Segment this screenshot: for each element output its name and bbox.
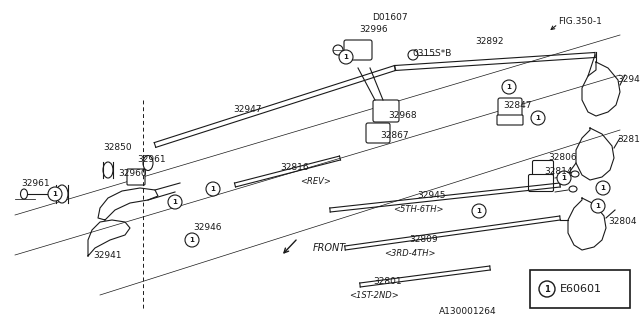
Text: 32968: 32968: [388, 110, 417, 119]
Text: 32945: 32945: [418, 191, 446, 201]
FancyBboxPatch shape: [344, 40, 372, 60]
Ellipse shape: [103, 162, 113, 178]
Text: 32850: 32850: [104, 143, 132, 153]
Text: 32867: 32867: [380, 131, 408, 140]
Circle shape: [591, 199, 605, 213]
Text: 32814: 32814: [544, 167, 573, 177]
Text: 32810: 32810: [617, 135, 640, 145]
FancyBboxPatch shape: [127, 169, 145, 185]
Text: <REV>: <REV>: [301, 177, 332, 186]
Text: <5TH-6TH>: <5TH-6TH>: [393, 205, 444, 214]
Text: 1: 1: [536, 115, 540, 121]
Text: 32941: 32941: [93, 252, 122, 260]
Text: 32804: 32804: [608, 218, 637, 227]
Circle shape: [472, 204, 486, 218]
Text: 32946: 32946: [193, 223, 221, 233]
Ellipse shape: [571, 171, 579, 177]
Circle shape: [339, 50, 353, 64]
FancyBboxPatch shape: [373, 100, 399, 122]
Circle shape: [206, 182, 220, 196]
Ellipse shape: [20, 189, 28, 199]
Text: 32816: 32816: [281, 164, 309, 172]
Text: 1: 1: [596, 203, 600, 209]
Text: 1: 1: [507, 84, 511, 90]
FancyBboxPatch shape: [366, 123, 390, 143]
Text: 32847: 32847: [504, 100, 532, 109]
Text: 1: 1: [477, 208, 481, 214]
Circle shape: [408, 50, 418, 60]
Ellipse shape: [56, 185, 68, 203]
Circle shape: [502, 80, 516, 94]
Text: 32947: 32947: [234, 106, 262, 115]
Text: E60601: E60601: [560, 284, 602, 294]
Text: 32809: 32809: [410, 236, 438, 244]
Text: 1: 1: [561, 175, 566, 181]
Circle shape: [333, 45, 343, 55]
Circle shape: [168, 195, 182, 209]
Text: 32960: 32960: [118, 169, 147, 178]
Text: 32801: 32801: [374, 277, 403, 286]
Text: 32996: 32996: [360, 26, 388, 35]
Circle shape: [539, 281, 555, 297]
FancyBboxPatch shape: [530, 270, 630, 308]
Text: 1: 1: [600, 185, 605, 191]
Text: 1: 1: [211, 186, 216, 192]
Text: <3RD-4TH>: <3RD-4TH>: [384, 250, 436, 259]
Text: D01607: D01607: [372, 13, 408, 22]
Text: 1: 1: [344, 54, 348, 60]
FancyBboxPatch shape: [529, 174, 554, 191]
Circle shape: [185, 233, 199, 247]
Text: 1: 1: [544, 284, 550, 293]
Text: 32961: 32961: [138, 156, 166, 164]
Text: 0315S*B: 0315S*B: [412, 49, 452, 58]
FancyBboxPatch shape: [532, 161, 554, 175]
Text: A130001264: A130001264: [439, 308, 497, 316]
Ellipse shape: [143, 156, 153, 171]
Text: <1ST-2ND>: <1ST-2ND>: [349, 291, 399, 300]
Ellipse shape: [569, 186, 577, 192]
Text: 32806: 32806: [548, 154, 577, 163]
Text: 1: 1: [173, 199, 177, 205]
FancyBboxPatch shape: [497, 115, 523, 125]
Circle shape: [531, 111, 545, 125]
Circle shape: [557, 171, 571, 185]
Text: 1: 1: [189, 237, 195, 243]
FancyBboxPatch shape: [498, 98, 522, 118]
Circle shape: [596, 181, 610, 195]
Text: 32940: 32940: [617, 76, 640, 84]
Text: FRONT: FRONT: [313, 243, 346, 253]
Circle shape: [48, 187, 62, 201]
Text: 1: 1: [52, 191, 58, 197]
Text: 32892: 32892: [476, 37, 504, 46]
Text: 32961: 32961: [22, 179, 51, 188]
Text: FIG.350-1: FIG.350-1: [558, 18, 602, 27]
